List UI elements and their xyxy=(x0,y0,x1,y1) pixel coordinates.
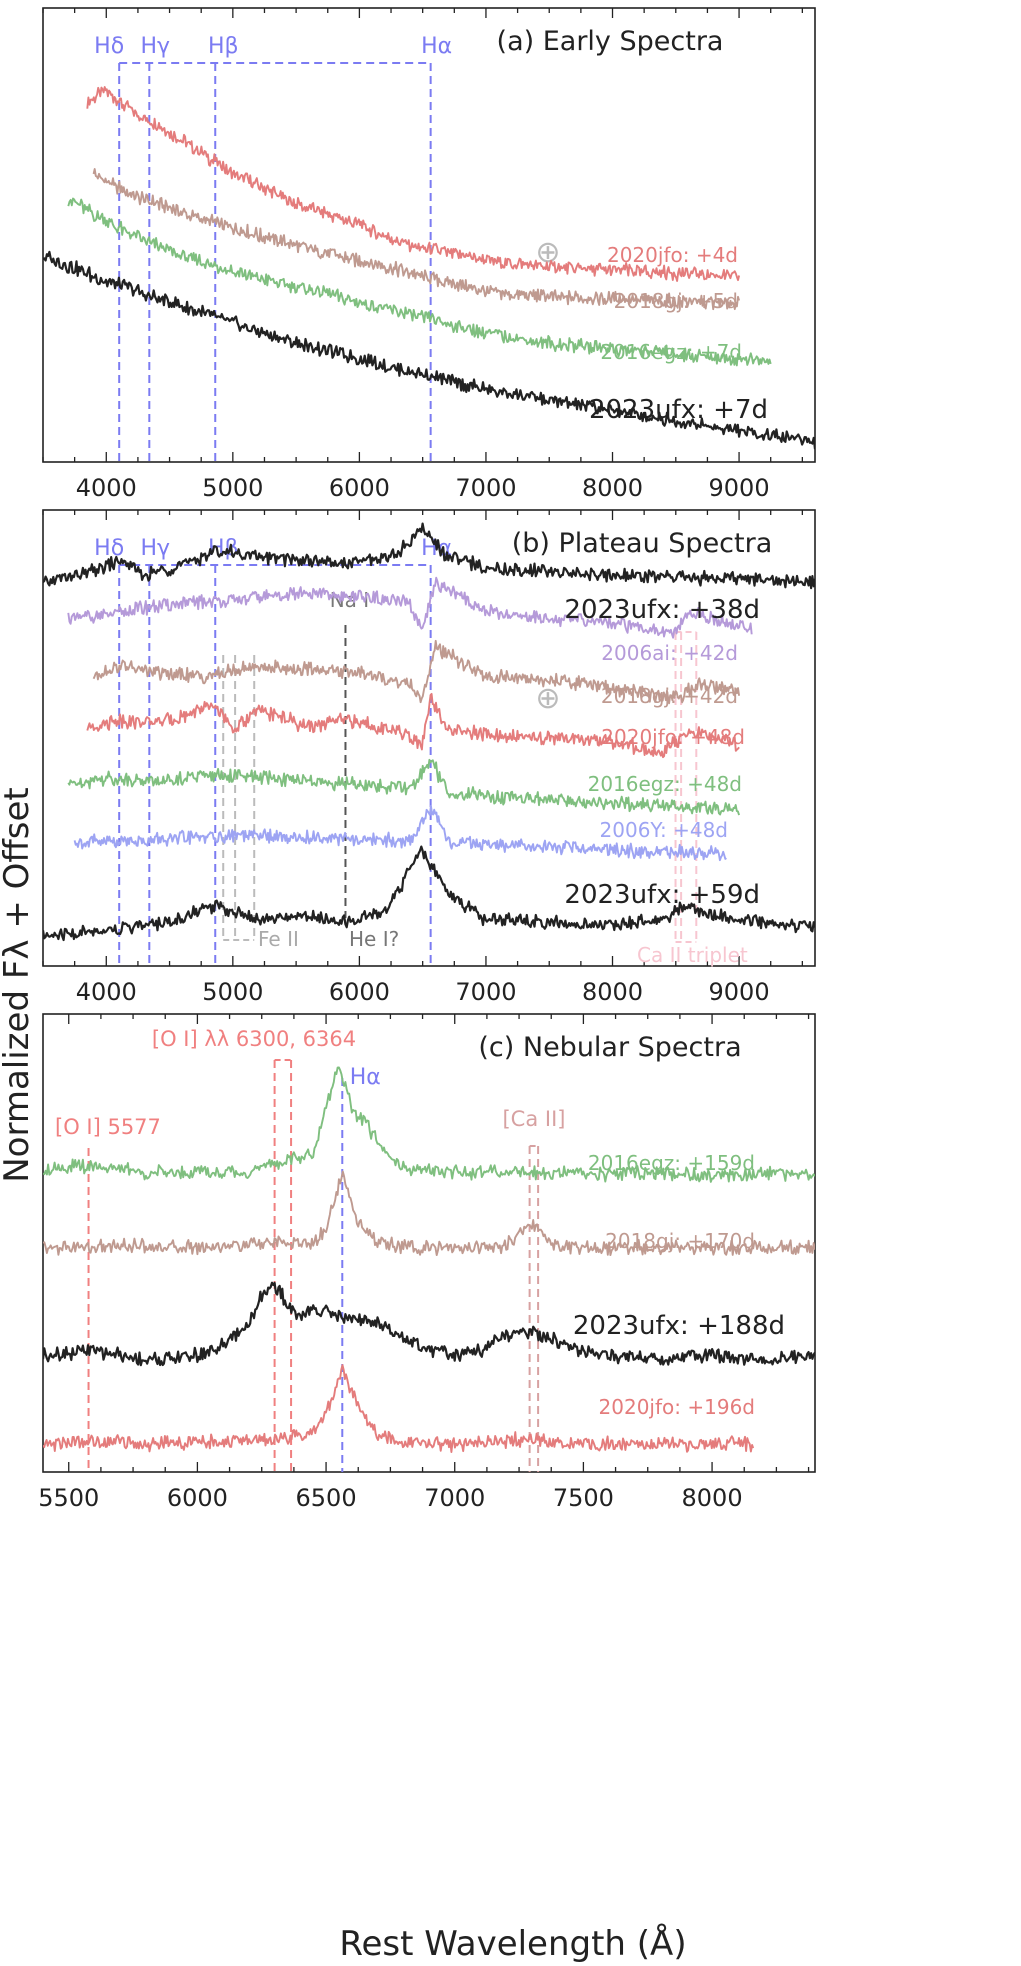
x-tick-label: 8000 xyxy=(582,474,643,502)
spectrum-2018gj xyxy=(43,1170,815,1257)
spectrum-2020jfo xyxy=(86,86,741,282)
telluric-icon: ⊕ xyxy=(535,681,560,716)
hydrogen-label: Hδ xyxy=(94,536,124,561)
spectrum-label: 2006ai: +42d xyxy=(601,641,738,665)
spectrum-label: 2016egz: +7d xyxy=(600,340,742,364)
spectrum-label: 2006Y: +48d xyxy=(600,818,728,842)
spectrum-2016egz xyxy=(43,1066,815,1183)
panel-early-spectra: 4000 5000 6000 7000 8000 9000 (a) Early Spectr… xyxy=(42,7,816,502)
x-tick-label: 5000 xyxy=(202,978,263,1006)
spectrum-2018gj xyxy=(92,168,741,311)
spectrum-2023ufx xyxy=(43,522,815,590)
spectrum-label: 2023ufx: +188d xyxy=(573,1311,785,1341)
spectrum-label: 2020jfo: +48d xyxy=(601,725,745,749)
x-tick-label: 5500 xyxy=(38,1484,99,1512)
fe-label: Fe II xyxy=(258,927,299,951)
oI-doublet-label: [O I] λλ 6300, 6364 xyxy=(152,1027,356,1051)
spectrum-label: 2023ufx: +59d xyxy=(564,880,760,910)
spectrum-2020jfo xyxy=(43,1364,755,1453)
oI-5577-label: [O I] 5577 xyxy=(55,1115,161,1139)
x-tick-label: 7000 xyxy=(455,978,516,1006)
panel-nebular-spectra: 5500 6000 6500 7000 7500 8000 (c) Nebular Spec… xyxy=(38,1013,816,1512)
spectrum-label: 2023ufx: +38d xyxy=(564,595,760,625)
spectrum-2006Y xyxy=(73,804,727,862)
x-tick-label: 6000 xyxy=(329,978,390,1006)
x-tick-label: 9000 xyxy=(709,474,770,502)
panel-title: (c) Nebular Spectra xyxy=(478,1032,741,1063)
panel-plateau-spectra: 4000 5000 6000 7000 8000 9000 (b) Plateau Spec… xyxy=(42,509,816,1006)
x-tick-label: 8000 xyxy=(682,1484,743,1512)
x-tick-label: 9000 xyxy=(709,978,770,1006)
plot-frame xyxy=(42,509,816,967)
plot-frame xyxy=(42,1013,816,1473)
spectrum-2016egz xyxy=(67,758,741,816)
spectrum-label: 2018gj: +170d xyxy=(605,1229,755,1253)
x-tick-label: 7000 xyxy=(424,1484,485,1512)
x-tick-label: 8000 xyxy=(582,978,643,1006)
spectrum-label: 2018gj: +42d xyxy=(601,684,738,708)
spectrum-label: 2018gj: +5d xyxy=(614,289,738,313)
plot-frame xyxy=(42,7,816,463)
x-tick-label: 6000 xyxy=(329,474,390,502)
spectra-group xyxy=(43,86,815,450)
x-tick-label: 5000 xyxy=(202,474,263,502)
x-tick-label: 7500 xyxy=(553,1484,614,1512)
spectrum-2023ufx xyxy=(43,845,815,942)
spectrum-2023ufx xyxy=(43,250,815,450)
spectra-group xyxy=(43,522,815,942)
hydrogen-label: Hα xyxy=(421,34,452,59)
spectrum-2020jfo xyxy=(86,692,740,759)
x-tick-label: 7000 xyxy=(455,474,516,502)
caII-label: [Ca II] xyxy=(502,1107,565,1131)
x-tick-label: 6500 xyxy=(296,1484,357,1512)
hydrogen-label: Hβ xyxy=(208,34,239,59)
spectrum-label: 2016egz: +159d xyxy=(588,1151,755,1175)
x-tick-label: 4000 xyxy=(76,978,137,1006)
spectrum-label: 2023ufx: +7d xyxy=(589,395,768,425)
ca-triplet-label: Ca II triplet xyxy=(637,943,748,967)
x-axis-label: Rest Wavelength (Å) xyxy=(339,1923,686,1964)
spectrum-2018gj xyxy=(92,639,741,705)
spectrum-2016egz xyxy=(67,197,772,367)
spectrum-2006ai xyxy=(67,576,753,639)
x-tick-label: 4000 xyxy=(76,474,137,502)
spectra-group xyxy=(43,1066,815,1453)
spectrum-2023ufx xyxy=(43,1281,815,1367)
panel-title: (a) Early Spectra xyxy=(497,26,724,57)
y-axis-label: Normalized Fλ + Offset xyxy=(0,787,37,1183)
hydrogen-label: Hγ xyxy=(141,34,171,59)
hydrogen-label: Hγ xyxy=(141,536,171,561)
spectrum-label: 2020jfo: +196d xyxy=(599,1395,755,1419)
spectrum-label: 2016egz: +48d xyxy=(588,772,742,796)
hydrogen-label: Hδ xyxy=(94,34,124,59)
halpha-label: Hα xyxy=(350,1065,381,1090)
he-label: He I? xyxy=(349,927,399,951)
panel-title: (b) Plateau Spectra xyxy=(512,528,773,559)
x-tick-label: 6000 xyxy=(167,1484,228,1512)
spectrum-label: 2020jfo: +4d xyxy=(607,243,738,267)
